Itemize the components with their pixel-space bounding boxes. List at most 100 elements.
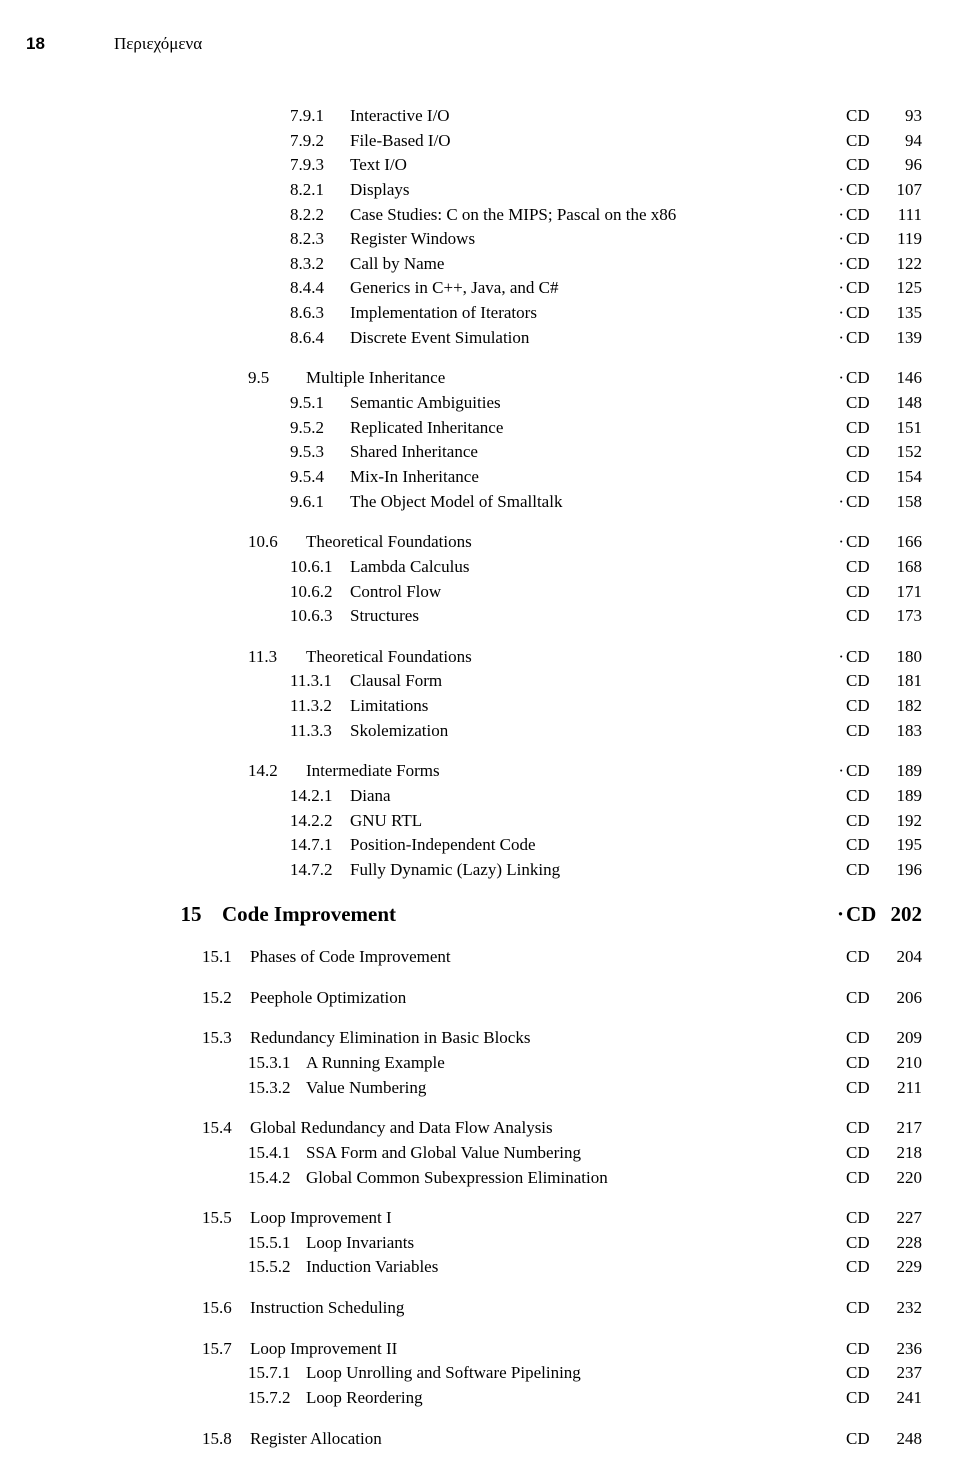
toc-entry-number: 8.6.4 bbox=[118, 326, 350, 351]
toc-entry: 9.6.1 The Object Model of Smalltalk·CD15… bbox=[118, 490, 922, 515]
toc-entry-number: 7.9.1 bbox=[118, 104, 350, 129]
toc-entry-cd-label: CD bbox=[846, 129, 882, 154]
toc-entry-title: Position-Independent Code bbox=[350, 833, 832, 858]
toc-group: 9.5 Multiple Inheritance·CD1469.5.1 Sema… bbox=[118, 366, 922, 514]
toc-entry: 10.6.2 Control FlowCD171 bbox=[118, 580, 922, 605]
toc-entry-title: Limitations bbox=[350, 694, 832, 719]
toc-entry-title: Displays bbox=[350, 178, 832, 203]
toc-entry: 9.5 Multiple Inheritance·CD146 bbox=[118, 366, 922, 391]
toc-entry-cd-label: CD bbox=[846, 1076, 882, 1101]
toc-entry-number: 15.3 bbox=[118, 1026, 250, 1051]
cd-marker-icon: · bbox=[832, 645, 846, 670]
toc-entry-cd-label: CD bbox=[846, 1166, 882, 1191]
toc-entry-page: 220 bbox=[882, 1166, 922, 1191]
toc-group: 11.3 Theoretical Foundations·CD18011.3.1… bbox=[118, 645, 922, 744]
toc-entry-page: 146 bbox=[882, 366, 922, 391]
toc-entry-title: Discrete Event Simulation bbox=[350, 326, 832, 351]
toc-entry-title: Text I/O bbox=[350, 153, 832, 178]
toc-entry-page: 96 bbox=[882, 153, 922, 178]
toc-entry-number: 8.2.3 bbox=[118, 227, 350, 252]
toc-entry-page: 189 bbox=[882, 784, 922, 809]
toc-entry: 15.6 Instruction SchedulingCD232 bbox=[118, 1296, 922, 1321]
toc-entry-page: 107 bbox=[882, 178, 922, 203]
toc-entry-cd-label: CD bbox=[846, 301, 882, 326]
toc-entry-title: Loop Reordering bbox=[306, 1386, 832, 1411]
toc-entry-number: 15.3.2 bbox=[118, 1076, 306, 1101]
toc-entry-title: Skolemization bbox=[350, 719, 832, 744]
toc-entry-page: 237 bbox=[882, 1361, 922, 1386]
toc-entry-number: 9.5.2 bbox=[118, 416, 350, 441]
toc-entry-cd-label: CD bbox=[846, 1427, 882, 1452]
toc-entry-page: 189 bbox=[882, 759, 922, 784]
toc-entry: 14.2 Intermediate Forms·CD189 bbox=[118, 759, 922, 784]
toc-entry-page: 93 bbox=[882, 104, 922, 129]
toc-entry-page: 236 bbox=[882, 1337, 922, 1362]
toc-entry-cd-label: CD bbox=[846, 858, 882, 883]
toc-entry-page: 148 bbox=[882, 391, 922, 416]
toc-entry-number: 14.2 bbox=[118, 759, 306, 784]
toc-entry-page: 94 bbox=[882, 129, 922, 154]
toc-entry-cd-label: CD bbox=[846, 1116, 882, 1141]
toc-entry-number: 7.9.3 bbox=[118, 153, 350, 178]
toc-entry-cd-label: CD bbox=[846, 669, 882, 694]
cd-marker-icon: · bbox=[832, 326, 846, 351]
toc-entry: 9.5.4 Mix-In Inheritance CD154 bbox=[118, 465, 922, 490]
toc-entry-title: Clausal Form bbox=[350, 669, 832, 694]
toc-entry-page: 217 bbox=[882, 1116, 922, 1141]
toc-entry-number: 11.3.3 bbox=[118, 719, 350, 744]
toc-entry-title: Diana bbox=[350, 784, 832, 809]
toc-entry-page: 183 bbox=[882, 719, 922, 744]
toc-entry: 8.2.2 Case Studies: C on the MIPS; Pasca… bbox=[118, 203, 922, 228]
toc-entry-page: 166 bbox=[882, 530, 922, 555]
toc-group: 15.1 Phases of Code ImprovementCD204 bbox=[118, 945, 922, 970]
toc-entry-page: 152 bbox=[882, 440, 922, 465]
toc-entry: 8.2.3 Register Windows·CD119 bbox=[118, 227, 922, 252]
toc-entry-cd-label: CD bbox=[846, 490, 882, 515]
cd-marker-icon: · bbox=[832, 227, 846, 252]
table-of-contents: 7.9.1 Interactive I/OCD937.9.2 File-Base… bbox=[118, 104, 922, 1467]
toc-entry: 15.1 Phases of Code ImprovementCD204 bbox=[118, 945, 922, 970]
toc-entry-page: 196 bbox=[882, 858, 922, 883]
toc-entry-title: Register Allocation bbox=[250, 1427, 832, 1452]
toc-entry-cd-label: CD bbox=[846, 1386, 882, 1411]
toc-entry-title: Intermediate Forms bbox=[306, 759, 832, 784]
toc-entry-cd-label: CD bbox=[846, 465, 882, 490]
toc-entry: 15.7 Loop Improvement IICD236 bbox=[118, 1337, 922, 1362]
toc-group: 15.6 Instruction SchedulingCD232 bbox=[118, 1296, 922, 1321]
toc-entry-cd-label: CD bbox=[846, 833, 882, 858]
toc-entry: 15.4.1 SSA Form and Global Value Numberi… bbox=[118, 1141, 922, 1166]
cd-marker-icon: · bbox=[832, 490, 846, 515]
toc-entry: 15.3.2 Value NumberingCD211 bbox=[118, 1076, 922, 1101]
running-head: Περιεχόμενα bbox=[114, 34, 202, 54]
toc-entry-cd-label: CD bbox=[846, 1141, 882, 1166]
toc-entry: 11.3.3 Skolemization CD183 bbox=[118, 719, 922, 744]
toc-entry: 8.6.3 Implementation of Iterators·CD135 bbox=[118, 301, 922, 326]
toc-entry-title: Mix-In Inheritance bbox=[350, 465, 832, 490]
toc-entry-page: 139 bbox=[882, 326, 922, 351]
toc-entry-number: 15.4.2 bbox=[118, 1166, 306, 1191]
toc-entry-title: Multiple Inheritance bbox=[306, 366, 832, 391]
toc-entry: 11.3.2 LimitationsCD182 bbox=[118, 694, 922, 719]
toc-entry-cd-label: CD bbox=[846, 391, 882, 416]
toc-entry: 11.3 Theoretical Foundations·CD180 bbox=[118, 645, 922, 670]
toc-entry-number: 11.3.2 bbox=[118, 694, 350, 719]
toc-entry-cd-label: CD bbox=[846, 580, 882, 605]
toc-entry: 15.2 Peephole OptimizationCD206 bbox=[118, 986, 922, 1011]
toc-entry-number: 14.7.1 bbox=[118, 833, 350, 858]
toc-entry: 10.6.3 StructuresCD173 bbox=[118, 604, 922, 629]
toc-entry-page: 111 bbox=[882, 203, 922, 228]
toc-entry-page: 206 bbox=[882, 986, 922, 1011]
toc-entry-number: 15.2 bbox=[118, 986, 250, 1011]
toc-group: 15.3 Redundancy Elimination in Basic Blo… bbox=[118, 1026, 922, 1100]
toc-entry-number: 9.5.4 bbox=[118, 465, 350, 490]
toc-entry-page: 154 bbox=[882, 465, 922, 490]
toc-entry-title: Global Common Subexpression Elimination bbox=[306, 1166, 832, 1191]
toc-entry-cd-label: CD bbox=[846, 440, 882, 465]
toc-entry-cd-label: CD bbox=[846, 719, 882, 744]
toc-entry-title: File-Based I/O bbox=[350, 129, 832, 154]
toc-entry-number: 7.9.2 bbox=[118, 129, 350, 154]
toc-group: 15.7 Loop Improvement IICD23615.7.1 Loop… bbox=[118, 1337, 922, 1411]
toc-entry-number: 14.7.2 bbox=[118, 858, 350, 883]
toc-entry-title: Loop Unrolling and Software Pipelining bbox=[306, 1361, 832, 1386]
cd-marker-icon: · bbox=[832, 530, 846, 555]
